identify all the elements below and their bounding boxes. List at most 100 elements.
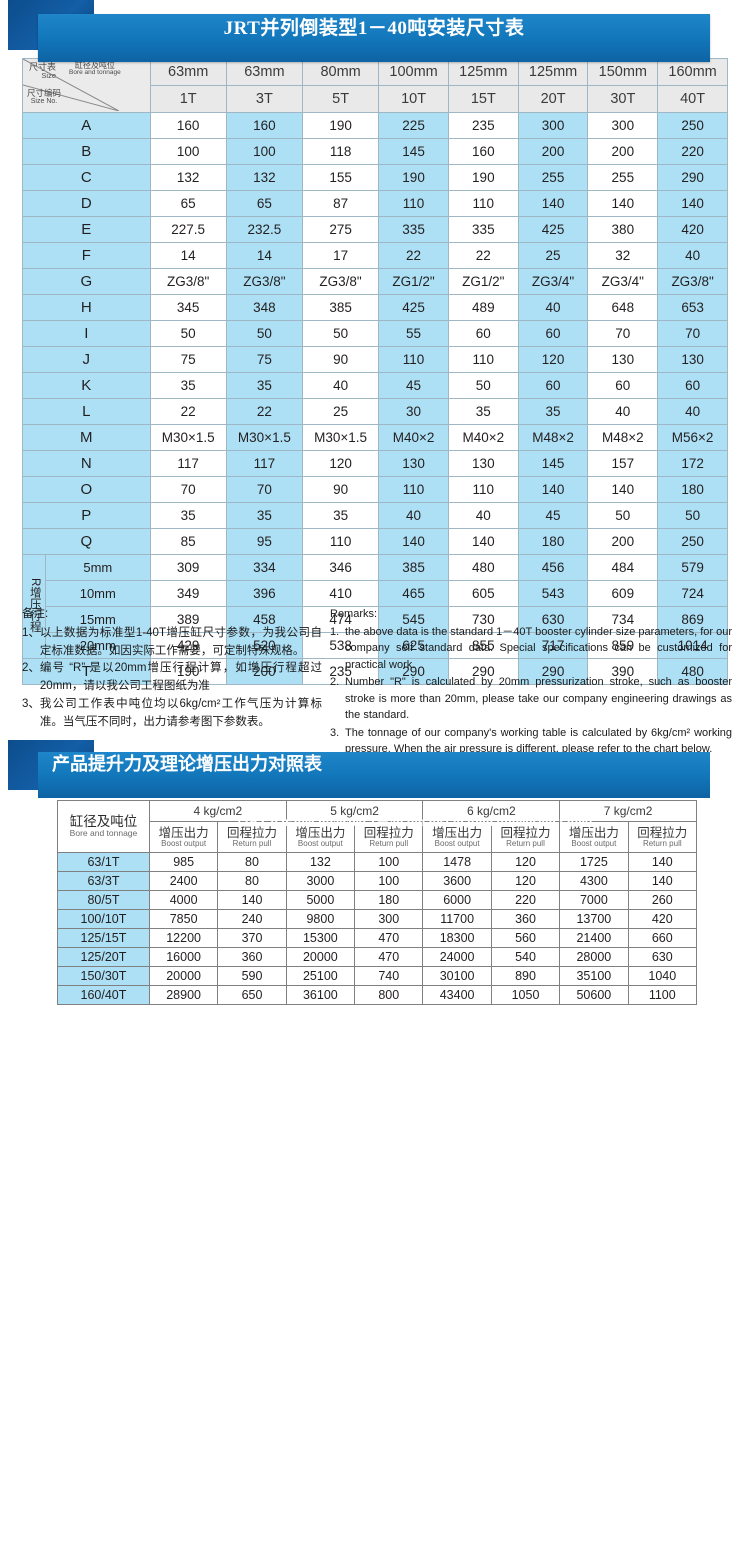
cell-L-0: 22 xyxy=(149,398,227,425)
table-row: D 65 65 87 110 110 140 140 140 xyxy=(22,190,728,217)
note-cn-item: 1、 以上数据为标准型1-40T增压缸尺寸参数，为我公司自定标准数据。如因实际工作… xyxy=(22,625,322,661)
cell-A-2: 190 xyxy=(301,112,380,139)
cell-I-1: 50 xyxy=(225,320,303,347)
row-label-160/40T: 160/40T xyxy=(57,985,150,1005)
cell-E-0: 227.5 xyxy=(149,216,227,243)
cell-G-5: ZG3/4" xyxy=(517,268,589,295)
cell-C-1: 132 xyxy=(225,164,303,191)
cell-Q-6: 200 xyxy=(587,528,659,555)
row-label-T: T xyxy=(22,658,151,685)
row-label-E: E xyxy=(22,216,151,243)
row-label-I: I xyxy=(22,320,151,347)
table-row: H 345 348 385 425 489 40 648 653 xyxy=(22,294,728,321)
cell-J-1: 75 xyxy=(225,346,303,373)
cell-C-0: 132 xyxy=(149,164,227,191)
subheader-en: Boost output xyxy=(571,838,617,848)
cell-H-0: 345 xyxy=(149,294,227,321)
table-row: 10mm 349 396 410 465 605 543 609 724 xyxy=(23,580,728,607)
cell-J-3: 110 xyxy=(378,346,449,373)
note-en-number: 2. xyxy=(330,676,340,688)
cell-R10mm-1: 396 xyxy=(225,580,303,607)
cell-150/30T-6: 35100 xyxy=(559,966,629,986)
cell-125/15T-5: 560 xyxy=(490,928,561,948)
row-label-stroke-5mm: 5mm xyxy=(45,554,151,581)
cell-R20mm-7: 1014 xyxy=(657,632,728,659)
cell-80/5T-3: 180 xyxy=(354,890,424,910)
cell-R5mm-3: 385 xyxy=(378,554,449,581)
cell-D-7: 140 xyxy=(657,190,728,217)
cell-R15mm-6: 734 xyxy=(587,606,659,633)
cell-M-1: M30×1.5 xyxy=(225,424,303,451)
cell-150/30T-2: 25100 xyxy=(285,966,356,986)
cell-63/1T-5: 120 xyxy=(490,852,561,872)
subheader-cn: 增压出力 xyxy=(158,825,209,840)
table-row: T 190 200 235 290 290 290 390 480 xyxy=(22,658,728,685)
subheader-3-1: 回程拉力 Return pull xyxy=(627,821,698,853)
cell-M-5: M48×2 xyxy=(517,424,589,451)
corner-label-size-no: 尺寸编码 Size No. xyxy=(27,88,62,105)
note-en-number: 3. xyxy=(330,726,340,739)
cell-N-2: 120 xyxy=(301,450,380,477)
cell-63/1T-1: 80 xyxy=(217,852,287,872)
cell-B-5: 200 xyxy=(517,138,589,165)
row-label-Q: Q xyxy=(22,528,151,555)
cell-160/40T-0: 28900 xyxy=(148,985,219,1005)
section2-title-cn: 产品提升力及理论增压出力对照表 xyxy=(52,754,322,774)
cell-R5mm-2: 346 xyxy=(301,554,380,581)
table-row: L 22 22 25 30 35 35 40 40 xyxy=(22,398,728,425)
section2-title-en: (Product lifting force and theoretical s… xyxy=(95,1551,499,1566)
subheader-en: Return pull xyxy=(232,838,272,848)
cell-125/15T-4: 18300 xyxy=(422,928,492,948)
subheader-cn: 回程拉力 xyxy=(226,825,277,840)
cell-E-6: 380 xyxy=(587,216,659,243)
cell-F-1: 14 xyxy=(225,242,303,269)
cell-L-1: 22 xyxy=(225,398,303,425)
table-row: J 75 75 90 110 110 120 130 130 xyxy=(22,346,728,373)
header-bore-1: 63mm xyxy=(225,58,303,86)
cell-A-5: 300 xyxy=(517,112,589,139)
cell-H-6: 648 xyxy=(587,294,659,321)
cell-E-4: 335 xyxy=(447,216,519,243)
cell-R5mm-0: 309 xyxy=(149,554,227,581)
cell-Q-5: 180 xyxy=(517,528,589,555)
table-row: Q 85 95 110 140 140 180 200 250 xyxy=(22,528,728,555)
cell-R20mm-2: 538 xyxy=(301,632,380,659)
cell-L-7: 40 xyxy=(657,398,728,425)
cell-R5mm-6: 484 xyxy=(587,554,659,581)
cell-N-4: 130 xyxy=(447,450,519,477)
subheader-1-1: 回程拉力 Return pull xyxy=(354,821,424,853)
table-row: B 100 100 118 145 160 200 200 220 xyxy=(22,138,728,165)
cell-E-7: 420 xyxy=(657,216,728,243)
cell-O-2: 90 xyxy=(301,476,380,503)
subheader-en: Boost output xyxy=(297,838,343,848)
cell-B-2: 118 xyxy=(301,138,380,165)
section1-title-cn: JRT并列倒装型1－40吨安装尺寸表 xyxy=(223,18,525,39)
cell-125/20T-3: 470 xyxy=(354,947,424,967)
cell-Q-2: 110 xyxy=(301,528,380,555)
cell-D-1: 65 xyxy=(225,190,303,217)
table-row: M M30×1.5 M30×1.5 M30×1.5 M40×2 M40×2 M48×2 M48… xyxy=(22,424,728,451)
header-bore-3: 100mm xyxy=(378,58,449,86)
bore-header-en: Bore and tonnage xyxy=(69,828,138,839)
cell-F-4: 22 xyxy=(447,242,519,269)
cell-63/3T-6: 4300 xyxy=(559,871,629,891)
row-label-stroke-10mm: 10mm xyxy=(45,580,151,607)
cell-63/1T-6: 1725 xyxy=(559,852,629,872)
cell-125/15T-6: 21400 xyxy=(559,928,629,948)
cell-150/30T-0: 20000 xyxy=(148,966,219,986)
cell-125/20T-0: 16000 xyxy=(148,947,219,967)
row-label-R-group: R增压行程 xyxy=(22,554,46,659)
cell-O-6: 140 xyxy=(587,476,659,503)
cell-80/5T-2: 5000 xyxy=(285,890,356,910)
cell-P-6: 50 xyxy=(587,502,659,529)
cell-R10mm-5: 543 xyxy=(517,580,589,607)
cell-63/3T-4: 3600 xyxy=(422,871,492,891)
row-label-G: G xyxy=(22,268,151,295)
cell-150/30T-1: 590 xyxy=(217,966,287,986)
cell-A-7: 250 xyxy=(657,112,728,139)
cell-63/1T-2: 132 xyxy=(285,852,356,872)
subheader-1-0: 增压出力 Boost output xyxy=(285,821,356,853)
page-root: JIULONG ® 玖龙 JRT并列倒装型1－40吨安装尺寸表 (JRT par… xyxy=(8,0,732,1005)
row-label-N: N xyxy=(22,450,151,477)
cell-L-2: 25 xyxy=(301,398,380,425)
